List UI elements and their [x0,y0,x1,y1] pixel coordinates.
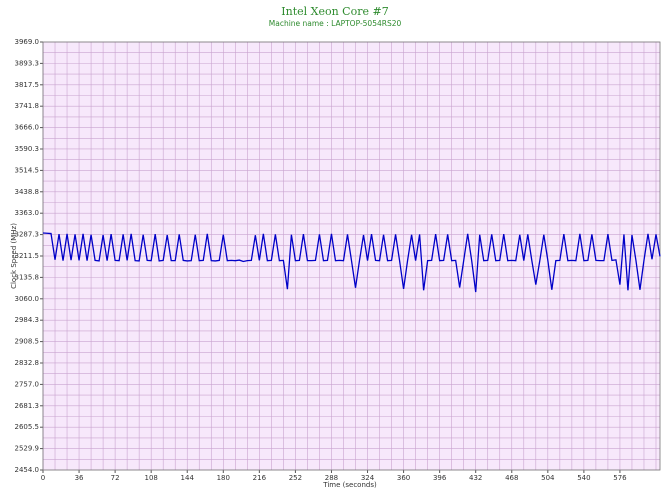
y-tick-label: 3741.8 [15,102,40,110]
x-tick-label: 324 [361,474,375,482]
x-tick-label: 360 [397,474,410,482]
y-tick-label: 2908.5 [15,338,40,346]
x-tick-label: 468 [505,474,518,482]
chart-title: Intel Xeon Core #7 [281,5,388,18]
y-tick-label: 3666.0 [15,124,40,132]
y-tick-label: 2757.0 [15,380,40,388]
x-tick-label: 144 [181,474,195,482]
y-tick-label: 3969.0 [15,38,40,46]
y-tick-label: 2984.3 [15,316,40,324]
chart-subtitle: Machine name : LAPTOP-5054RS20 [269,19,402,28]
y-tick-label: 2454.0 [15,466,40,474]
x-tick-label: 0 [41,474,45,482]
y-tick-label: 3287.3 [15,231,40,239]
x-tick-label: 504 [541,474,555,482]
x-tick-label: 36 [75,474,84,482]
x-tick-label: 72 [111,474,120,482]
y-tick-label: 3135.8 [15,273,40,281]
x-tick-label: 432 [469,474,482,482]
data-line [42,232,661,293]
x-tick-label: 252 [289,474,302,482]
y-tick-label: 2681.3 [15,402,40,410]
y-tick-label: 2605.5 [15,423,40,431]
y-tick-label: 3817.5 [15,81,40,89]
y-tick-label: 3893.3 [15,59,40,67]
y-axis-label: Clock Speed (MHz) [10,223,18,289]
x-tick-label: 216 [253,474,267,482]
y-tick-label: 3514.5 [15,166,40,174]
x-axis-label: Time (seconds) [322,481,377,489]
y-tick-label: 3211.5 [15,252,40,260]
y-tick-label: 3060.0 [15,295,40,303]
x-tick-label: 180 [217,474,230,482]
x-tick-label: 576 [613,474,627,482]
y-tick-label: 3363.0 [15,209,40,217]
y-tick-label: 2529.9 [15,445,40,453]
x-tick-label: 108 [144,474,157,482]
x-tick-label: 540 [577,474,590,482]
x-tick-label: 396 [433,474,447,482]
y-tick-label: 3590.3 [15,145,40,153]
y-tick-label: 2832.8 [15,359,40,367]
y-tick-label: 3438.8 [15,188,40,196]
x-tick-label: 288 [325,474,338,482]
